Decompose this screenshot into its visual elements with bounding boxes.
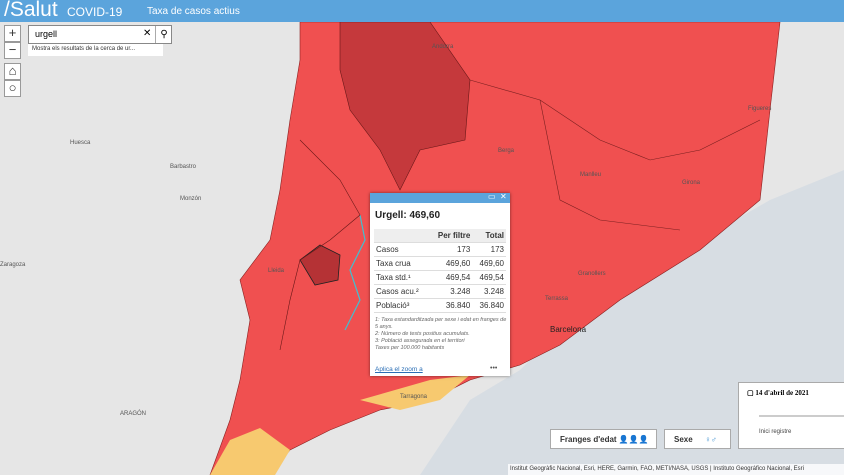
more-button[interactable]: ••• <box>490 365 498 372</box>
urgell <box>299 244 341 286</box>
place: Andorra <box>432 44 454 50</box>
row-label: Casos acu.² <box>374 284 430 299</box>
notes: 1: Taxa estandarditzada per sexe i edat … <box>375 317 507 352</box>
popup: ▭ ✕ Urgell: 469,60 Per filtre Total Casos… <box>370 192 510 376</box>
place: Barcelona <box>550 325 587 334</box>
sex-button[interactable]: Sexe ♀♂ <box>664 429 731 449</box>
date: ▢ 14 d'abril de 2021 <box>747 389 809 397</box>
search-box[interactable]: urgell ✕ ⚲ <box>28 25 172 44</box>
border <box>469 79 761 231</box>
age-button[interactable]: Franges d'edat 👤👤👤 <box>550 429 657 449</box>
note: 2: Número de tests positius acumulats. <box>375 331 470 337</box>
place: Huesca <box>70 140 91 146</box>
popup-table: Per filtre Total Casos 173 173 Taxa crua 469,… <box>374 229 506 313</box>
row-label: Taxa std.¹ <box>374 270 430 285</box>
date-text: 14 d'abril de 2021 <box>755 389 809 397</box>
place: Monzón <box>180 196 201 202</box>
place: Barbastro <box>170 164 197 170</box>
popup-title: Urgell: 469,60 <box>375 210 441 221</box>
region-dark <box>339 21 471 191</box>
place: Figueres <box>748 106 771 112</box>
button-label: Sexe <box>674 435 693 444</box>
col-header: Total <box>472 229 506 243</box>
timeline: ▢ 14 d'abril de 2021 Inici registre <box>738 382 844 449</box>
row-label: Casos <box>374 242 430 257</box>
cell-value: 469,54 <box>429 270 473 285</box>
zoom-link[interactable]: Aplica el zoom a <box>375 366 423 373</box>
table-row: Taxa std.¹ 469,54 469,54 <box>374 270 506 285</box>
attribution: Institut Geogràfic Nacional, Esri, HERE,… <box>508 464 844 475</box>
cell-value: 469,60 <box>472 256 506 271</box>
cell-value: 3.248 <box>472 284 506 299</box>
search-button[interactable]: ⚲ <box>155 26 172 43</box>
border <box>279 139 361 351</box>
locate-button[interactable]: ○ <box>4 80 21 97</box>
region-yellow <box>360 375 470 410</box>
table-row: Casos 173 173 <box>374 242 506 257</box>
section: COVID-19 <box>67 5 123 19</box>
place: Berga <box>498 148 515 154</box>
search-hint[interactable]: Mostra els resultats de la cerca de ur..… <box>28 44 163 56</box>
home-button[interactable]: ⌂ <box>4 63 21 80</box>
col-header: Per filtre <box>429 229 473 243</box>
zoom-in[interactable]: + <box>4 25 21 42</box>
cell-value: 173 <box>472 242 506 257</box>
brand: /Salut <box>4 0 58 21</box>
popup-header: ▭ ✕ <box>370 192 510 203</box>
slider[interactable] <box>759 415 844 417</box>
search-input[interactable]: urgell <box>35 29 58 39</box>
place: Girona <box>682 180 701 186</box>
map-title: Taxa de casos actius <box>147 6 240 17</box>
river <box>344 214 366 331</box>
top-bar: /Salut COVID-19 Taxa de casos actius <box>0 0 844 22</box>
button-label: Franges d'edat <box>560 435 617 444</box>
cell-value: 469,60 <box>429 256 473 271</box>
cell-value: 36.840 <box>429 298 473 313</box>
table-row: Casos acu.² 3.248 3.248 <box>374 284 506 299</box>
cell-value: 469,54 <box>472 270 506 285</box>
note: Taxes per 100.000 habitants <box>375 345 445 351</box>
start-label: Inici registre <box>759 429 792 435</box>
cell-value: 36.840 <box>472 298 506 313</box>
table-row: Taxa crua 469,60 469,60 <box>374 256 506 271</box>
cell-value: 3.248 <box>429 284 473 299</box>
row-label: Taxa crua <box>374 256 430 271</box>
place: Manlleu <box>580 172 601 178</box>
region-yellow <box>210 428 290 475</box>
close-button[interactable]: ✕ <box>500 192 507 201</box>
zoom-out[interactable]: − <box>4 42 21 59</box>
note: 3: Població assegurada en el territori <box>375 338 465 344</box>
table-row: Població³ 36.840 36.840 <box>374 298 506 313</box>
note: 1: Taxa estandarditzada per sexe i edat … <box>375 317 507 330</box>
row-label: Població³ <box>374 298 430 313</box>
place: Tarragona <box>400 394 428 400</box>
place: Terrassa <box>545 296 569 302</box>
place: Zaragoza <box>0 262 26 268</box>
clear-button[interactable]: ✕ <box>143 28 152 39</box>
place: Granollers <box>578 271 606 277</box>
cell-value: 173 <box>429 242 473 257</box>
dock-button[interactable]: ▭ <box>488 192 496 201</box>
place: ARAGÓN <box>120 410 146 417</box>
place: Lleida <box>268 268 285 274</box>
